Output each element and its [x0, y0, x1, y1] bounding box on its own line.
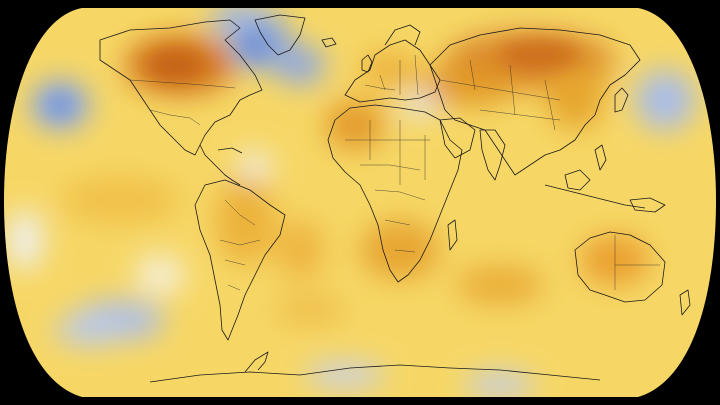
outline-north-america	[99, 19, 263, 156]
anomaly-neutral-west-edge	[7, 210, 43, 270]
continent-outlines	[99, 14, 691, 383]
outline-australia	[574, 231, 666, 303]
anomaly-neutral-caribbean	[237, 151, 273, 179]
anomaly-warm-s-atlantic	[275, 295, 345, 325]
anomaly-cold-arctic-canada	[210, 8, 270, 38]
outline-borneo	[564, 169, 591, 191]
anomaly-warm-africa	[360, 220, 440, 280]
outline-madagascar	[447, 219, 458, 251]
outline-scandinavia	[384, 24, 421, 46]
outline-antarctic-peninsula	[244, 351, 269, 373]
anomaly-cold-e-pacific	[635, 70, 695, 130]
anomaly-warm-indian-ocean	[455, 265, 545, 305]
anomaly-warm-europe	[360, 52, 420, 88]
outline-japan	[614, 87, 629, 113]
outline-indonesia	[544, 184, 646, 209]
outline-south-america	[194, 179, 286, 341]
anomaly-cold-antarctic-right	[465, 373, 535, 397]
borders-asia	[439, 59, 561, 131]
borders-africa	[345, 120, 430, 253]
outline-new-guinea	[629, 197, 666, 213]
anomaly-warm-pacific	[60, 175, 180, 225]
anomaly-warm-atlantic	[275, 220, 325, 280]
outline-new-zealand	[679, 289, 691, 316]
border-australia	[614, 235, 660, 290]
outline-asia	[429, 27, 641, 176]
outline-greenland	[254, 14, 306, 56]
anomaly-highlights	[46, 30, 580, 117]
anomaly-cold-n-atlantic	[275, 45, 325, 85]
borders-europe	[364, 54, 419, 96]
anomaly-warm-east-asia	[545, 60, 605, 130]
anomaly-cold-core-greenland	[240, 30, 270, 60]
border-us-canada	[129, 79, 236, 89]
anomaly-neutral-south-pacific	[135, 255, 185, 295]
outline-iceland	[321, 37, 337, 48]
anomaly-hot-core-siberia	[500, 41, 580, 69]
anomaly-cold-antarctic-left	[55, 315, 125, 345]
border-us-mexico	[149, 109, 201, 126]
outline-africa	[327, 104, 463, 283]
anomaly-cool-mediterranean	[402, 93, 438, 117]
outline-europe	[344, 39, 441, 103]
anomaly-cold-core-pacific	[46, 93, 74, 117]
borders-south-america	[219, 199, 261, 291]
outline-india	[479, 129, 506, 181]
anomaly-warm-s-america	[215, 175, 275, 265]
outline-philippines	[594, 144, 607, 171]
outline-cuba	[217, 147, 243, 154]
outline-uk	[361, 54, 373, 73]
outline-central-america	[199, 144, 241, 186]
country-borders	[129, 54, 660, 291]
anomaly-hot-core-alaska	[150, 51, 200, 79]
outline-arabia	[439, 117, 476, 159]
outline-antarctica	[149, 364, 601, 383]
anomaly-cold-antarctic-mid	[305, 363, 385, 387]
